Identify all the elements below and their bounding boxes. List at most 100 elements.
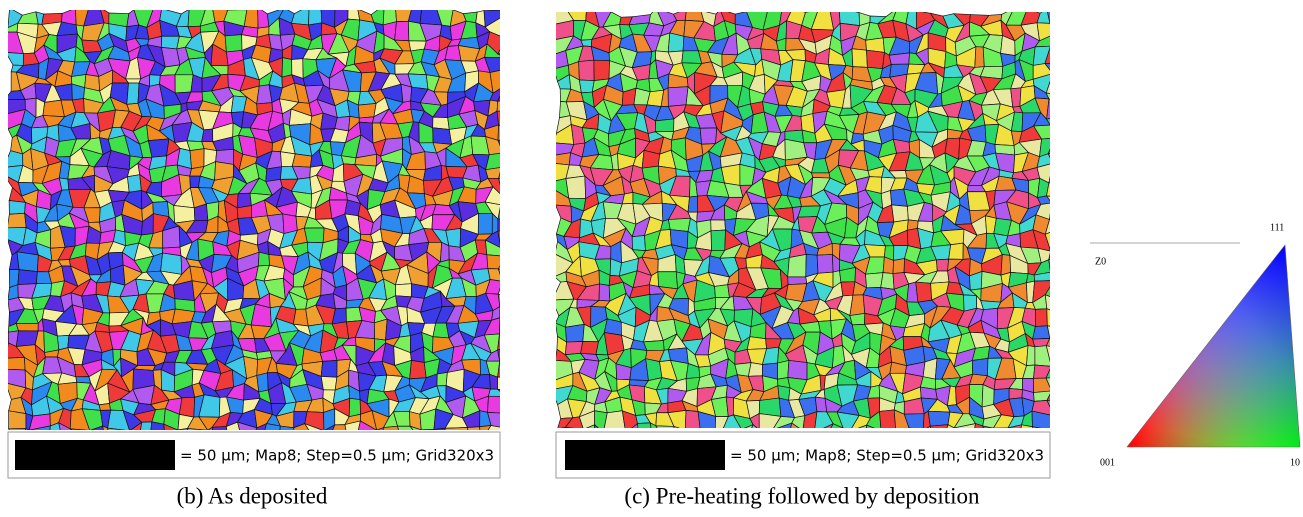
- grain: [1049, 213, 1050, 220]
- grain: [927, 410, 951, 427]
- grain: [866, 410, 882, 428]
- grain: [189, 148, 205, 170]
- grain: [1044, 231, 1050, 251]
- grain: [697, 411, 717, 428]
- grain: [501, 191, 513, 205]
- grain: [1045, 368, 1050, 379]
- grain: [264, 423, 281, 430]
- grain: [256, 372, 269, 393]
- grain: [505, 412, 512, 428]
- grain: [484, 230, 500, 248]
- grain: [578, 59, 595, 82]
- grain: [1046, 399, 1050, 408]
- grain: [69, 408, 90, 430]
- grain: [8, 200, 26, 215]
- grain: [486, 254, 500, 270]
- grain: [407, 10, 422, 24]
- grain: [344, 420, 361, 430]
- grain: [347, 10, 361, 21]
- caption: (b) As deposited: [177, 483, 328, 508]
- grain: [667, 32, 685, 53]
- grain: [58, 422, 73, 430]
- grain: [565, 175, 587, 199]
- grain: [684, 410, 701, 428]
- grain: [400, 83, 413, 103]
- grain: [866, 424, 875, 428]
- grain: [382, 425, 399, 430]
- grain: [487, 268, 500, 282]
- grain: [497, 293, 500, 307]
- grain: [892, 258, 905, 274]
- grain: [107, 409, 130, 430]
- grain: [8, 428, 27, 430]
- grain: [467, 426, 481, 430]
- grain: [433, 427, 446, 430]
- grain: [291, 153, 313, 168]
- grain: [487, 177, 500, 195]
- grain: [851, 48, 868, 68]
- scale-text: = 50 μm; Map8; Step=0.5 μm; Grid320x3: [180, 447, 494, 465]
- grain: [1032, 229, 1050, 252]
- grain: [684, 12, 705, 22]
- grain: [1045, 377, 1050, 388]
- grain: [1045, 345, 1050, 363]
- grain: [497, 376, 500, 390]
- grain: [1048, 175, 1050, 184]
- pole-label: 111: [1270, 222, 1284, 233]
- grain: [564, 341, 584, 356]
- grain: [971, 357, 989, 377]
- grain: [281, 57, 293, 78]
- grain: [1007, 424, 1022, 428]
- grain: [395, 283, 412, 298]
- grain: [1046, 393, 1050, 402]
- grain: [974, 423, 985, 428]
- grain: [290, 10, 310, 26]
- grain: [1032, 325, 1050, 340]
- grain: [332, 424, 347, 430]
- grain: [397, 425, 414, 430]
- grain: [926, 425, 931, 428]
- grain: [1048, 259, 1050, 272]
- grain: [1044, 46, 1050, 64]
- grain: [865, 272, 884, 289]
- grain: [891, 204, 909, 223]
- grain: [1048, 252, 1050, 261]
- grain: [497, 218, 500, 232]
- grain: [497, 349, 500, 362]
- grain: [497, 360, 500, 378]
- grain: [499, 306, 500, 319]
- grain: [1034, 345, 1050, 367]
- grain: [1046, 118, 1050, 126]
- grain: [498, 171, 500, 180]
- grain: [578, 79, 595, 94]
- grain: [655, 425, 675, 428]
- grain: [178, 396, 196, 418]
- grain: [236, 205, 252, 219]
- grain: [1046, 98, 1050, 120]
- grain: [720, 163, 741, 186]
- grain: [501, 243, 512, 262]
- grain: [308, 10, 323, 26]
- grain: [360, 410, 378, 430]
- grain: [499, 17, 500, 18]
- grain: [849, 312, 866, 326]
- grain: [1049, 22, 1050, 25]
- grain: [98, 402, 112, 411]
- grain: [946, 424, 955, 428]
- grain: [502, 435, 517, 456]
- grain: [1044, 286, 1050, 298]
- caption: (c) Pre-heating followed by deposition: [624, 483, 980, 508]
- grain: [497, 268, 500, 276]
- grain: [477, 213, 493, 235]
- grain: [1049, 271, 1050, 273]
- grain: [908, 427, 912, 428]
- grain: [237, 421, 258, 430]
- grain: [497, 265, 500, 270]
- grain: [1045, 80, 1050, 94]
- grain: [186, 416, 208, 430]
- grain: [1047, 12, 1050, 24]
- grain: [710, 229, 726, 251]
- grain: [746, 336, 767, 350]
- grain: [420, 429, 435, 430]
- grain: [777, 359, 790, 380]
